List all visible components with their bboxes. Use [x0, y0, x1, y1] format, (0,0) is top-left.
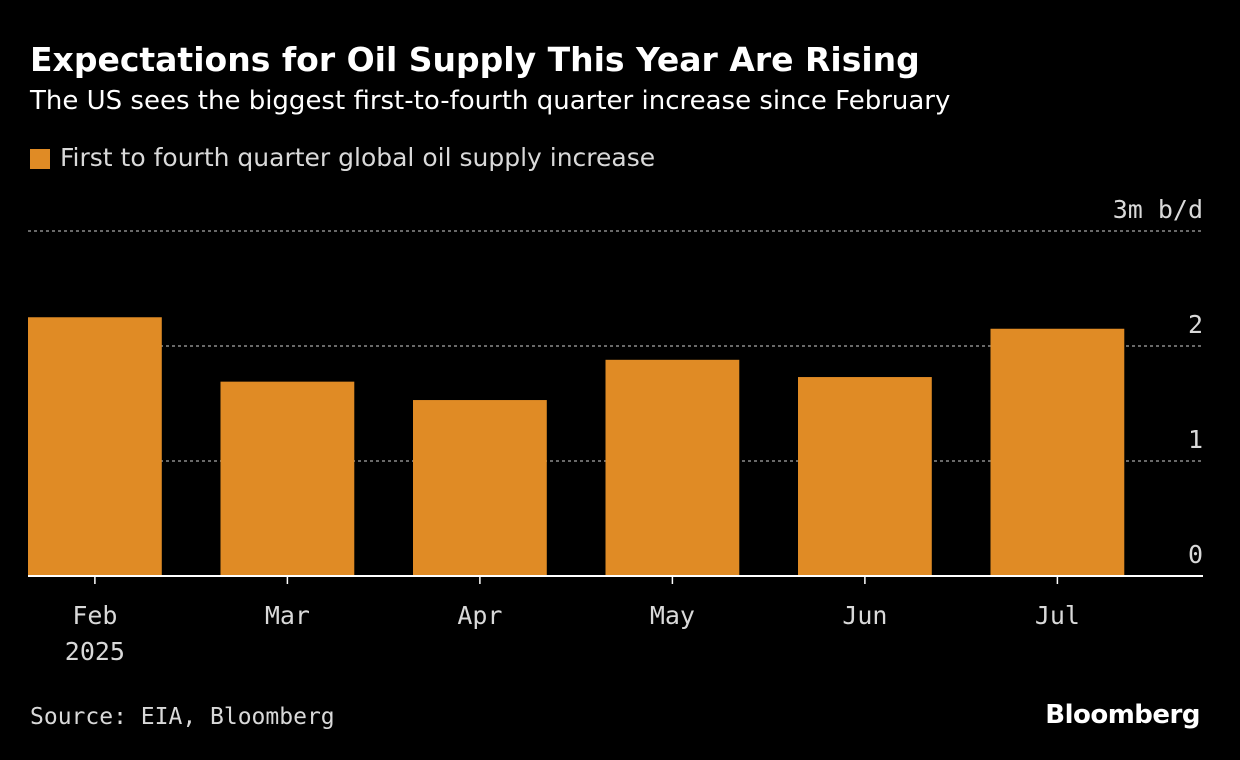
- chart-subtitle: The US sees the biggest first-to-fourth …: [30, 86, 951, 116]
- bar-feb: [28, 317, 162, 576]
- bar-chart: 0 1 2 3m b/d Feb 2025 Mar Apr May Jun Jul: [28, 195, 1203, 666]
- source-note: Source: EIA, Bloomberg: [30, 704, 335, 730]
- legend-swatch: [30, 148, 50, 169]
- bar-jul: [990, 328, 1125, 576]
- x-tick-label-mar: Mar: [265, 601, 310, 630]
- y-tick-label-3: 3m b/d: [1113, 195, 1203, 224]
- bar-mar: [220, 381, 355, 576]
- bar-may: [605, 359, 740, 576]
- y-tick-label-2: 2: [1188, 310, 1203, 339]
- legend: First to fourth quarter global oil suppl…: [30, 143, 655, 172]
- legend-label: First to fourth quarter global oil suppl…: [60, 143, 656, 172]
- x-tick-label-jun: Jun: [842, 601, 887, 630]
- chart-title: Expectations for Oil Supply This Year Ar…: [30, 40, 920, 79]
- bar-jun: [798, 377, 932, 576]
- bar-apr: [413, 400, 547, 576]
- x-tick-label-jul: Jul: [1035, 601, 1080, 630]
- x-tick-label-feb: Feb: [72, 601, 117, 630]
- x-tick-sublabel-0: 2025: [65, 637, 125, 666]
- x-tick-label-may: May: [650, 601, 695, 630]
- y-tick-label-1: 1: [1188, 425, 1203, 454]
- y-tick-label-0: 0: [1188, 540, 1203, 569]
- x-tick-label-apr: Apr: [457, 601, 502, 630]
- bloomberg-logo: Bloomberg: [1045, 700, 1200, 730]
